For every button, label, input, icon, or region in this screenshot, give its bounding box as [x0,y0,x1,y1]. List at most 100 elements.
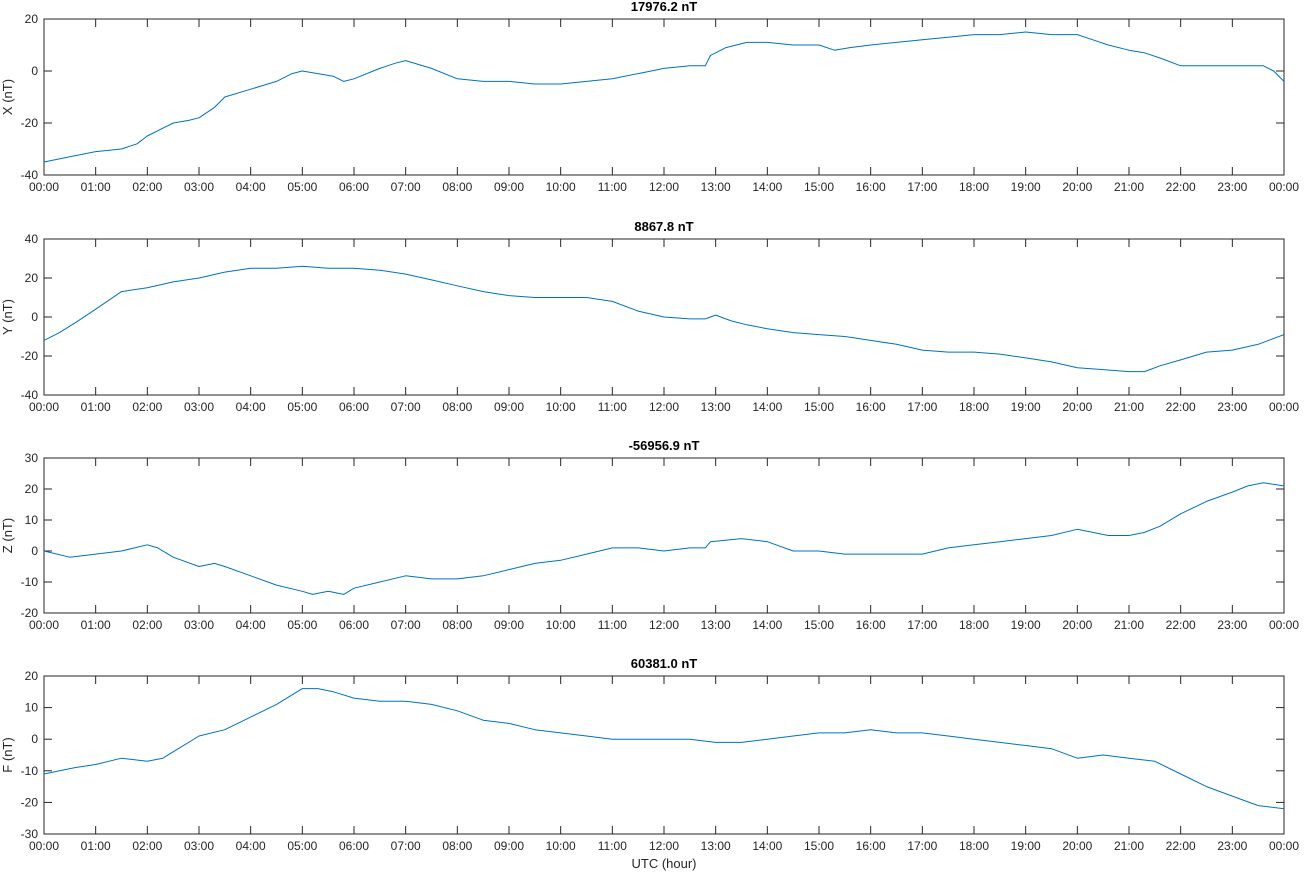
x-tick-label: 20:00 [1062,180,1092,194]
x-tick-label: 11:00 [598,839,627,853]
series-line-0 [43,265,1285,373]
x-tick-label: 02:00 [132,839,162,853]
x-tick-label: 15:00 [804,180,834,194]
x-tick-label: 18:00 [959,618,989,632]
y-tick-label: -20 [21,116,39,130]
x-tick-label: 00:00 [29,618,59,632]
x-tick-label: 15:00 [804,400,834,414]
x-tick-label: 04:00 [236,400,266,414]
x-tick-label: 08:00 [442,618,472,632]
x-tick-label: 16:00 [856,180,886,194]
y-tick-label: 20 [25,482,39,496]
chart-title: -56956.9 nT [629,438,700,453]
x-tick-label: 20:00 [1062,400,1092,414]
y-tick-label: 0 [31,732,38,746]
y-tick-label: -20 [21,606,39,620]
x-tick-label: 07:00 [391,400,421,414]
series-line-0 [43,31,1285,163]
x-tick-label: 23:00 [1217,839,1247,853]
x-tick-label: 14:00 [752,618,782,632]
y-axis-label: X (nT) [0,79,15,115]
x-tick-label: 08:00 [442,180,472,194]
y-tick-label: 10 [25,701,39,715]
x-tick-label: 00:00 [1269,400,1299,414]
y-tick-label: 0 [31,544,38,558]
y-tick-label: 10 [25,513,39,527]
x-tick-label: 22:00 [1166,180,1196,194]
x-tick-label: 09:00 [494,618,524,632]
x-tick-label: 04:00 [236,618,266,632]
x-tick-label: 06:00 [339,618,369,632]
x-tick-label: 16:00 [856,618,886,632]
x-tick-label: 18:00 [959,180,989,194]
x-tick-label: 19:00 [1011,839,1041,853]
y-tick-label: -20 [21,795,39,809]
x-tick-label: 16:00 [856,839,886,853]
x-tick-label: 01:00 [81,400,111,414]
plot-frame [43,675,1285,835]
x-tick-label: 07:00 [391,180,421,194]
x-tick-label: 00:00 [29,400,59,414]
x-tick-label: 01:00 [81,618,111,632]
x-tick-label: 05:00 [287,180,317,194]
plot-frame [43,18,1285,176]
series-line-0 [43,482,1285,595]
x-tick-label: 11:00 [598,400,627,414]
x-tick-label: 05:00 [287,400,317,414]
x-tick-label: 17:00 [907,180,937,194]
x-tick-label: 21:00 [1114,400,1144,414]
x-tick-label: 17:00 [907,400,937,414]
x-tick-label: 17:00 [907,618,937,632]
x-tick-label: 04:00 [236,839,266,853]
x-tick-label: 19:00 [1011,180,1041,194]
x-tick-label: 19:00 [1011,618,1041,632]
x-tick-label: 19:00 [1011,400,1041,414]
y-axis-label: F (nT) [0,737,15,772]
x-axis-label: UTC (hour) [631,856,696,871]
x-tick-label: 01:00 [81,180,111,194]
x-tick-label: 06:00 [339,400,369,414]
x-tick-label: 03:00 [184,839,214,853]
x-tick-label: 14:00 [752,400,782,414]
y-tick-label: 0 [31,64,38,78]
x-tick-label: 17:00 [907,839,937,853]
x-tick-label: 10:00 [546,618,576,632]
x-tick-label: 09:00 [494,180,524,194]
y-tick-label: -30 [21,827,39,841]
x-tick-label: 16:00 [856,400,886,414]
y-tick-label: 0 [31,310,38,324]
y-tick-label: 20 [25,271,39,285]
x-tick-label: 10:00 [546,400,576,414]
x-tick-label: 10:00 [546,839,576,853]
x-tick-label: 23:00 [1217,180,1247,194]
y-axis-label: Z (nT) [0,518,15,553]
x-tick-label: 20:00 [1062,839,1092,853]
x-tick-label: 08:00 [442,400,472,414]
x-tick-label: 00:00 [1269,180,1299,194]
x-tick-label: 12:00 [649,400,679,414]
chart-title: 17976.2 nT [631,0,698,14]
y-tick-label: 40 [25,232,39,246]
x-tick-label: 09:00 [494,839,524,853]
x-tick-label: 00:00 [1269,618,1299,632]
x-tick-label: 12:00 [649,618,679,632]
x-tick-label: 03:00 [184,400,214,414]
x-tick-label: 06:00 [339,180,369,194]
chart-title: 8867.8 nT [634,219,693,234]
x-tick-label: 21:00 [1114,618,1144,632]
x-tick-label: 02:00 [132,618,162,632]
x-tick-label: 13:00 [701,400,731,414]
x-tick-label: 18:00 [959,839,989,853]
x-tick-label: 12:00 [649,180,679,194]
x-tick-label: 11:00 [598,180,627,194]
x-tick-label: 22:00 [1166,400,1196,414]
y-tick-label: 20 [25,12,39,26]
x-tick-label: 05:00 [287,839,317,853]
x-tick-label: 07:00 [391,618,421,632]
x-tick-label: 13:00 [701,180,731,194]
x-tick-label: 09:00 [494,400,524,414]
y-tick-label: 30 [25,451,39,465]
x-tick-label: 13:00 [701,839,731,853]
x-tick-label: 02:00 [132,180,162,194]
x-tick-label: 18:00 [959,400,989,414]
